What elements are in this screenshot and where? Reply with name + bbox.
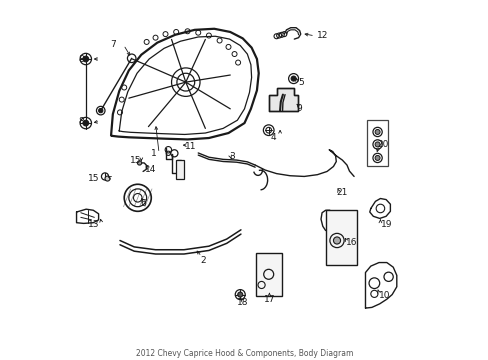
Circle shape [137,161,142,165]
Text: 8: 8 [78,117,83,126]
Text: 20: 20 [377,140,388,149]
Text: 1: 1 [151,149,156,158]
Bar [325,210,356,265]
Text: 17: 17 [263,295,275,304]
Text: 15: 15 [130,156,142,165]
Text: 9: 9 [296,104,302,113]
Text: 7: 7 [110,40,116,49]
Bar [366,120,387,166]
Circle shape [83,120,88,126]
Polygon shape [269,88,297,111]
Text: 10: 10 [379,291,390,300]
Bar [255,253,281,296]
Text: 19: 19 [380,220,392,229]
Text: 15: 15 [87,174,99,183]
Text: 2: 2 [201,256,206,265]
Text: 12: 12 [316,31,328,40]
Circle shape [83,56,88,62]
Text: 11: 11 [185,142,197,151]
Circle shape [99,108,102,113]
Text: 5: 5 [298,78,304,87]
Circle shape [374,142,379,147]
Text: 21: 21 [336,188,347,197]
Text: 4: 4 [269,133,275,142]
Text: 16: 16 [345,238,356,247]
Text: 2012 Chevy Caprice Hood & Components, Body Diagram: 2012 Chevy Caprice Hood & Components, Bo… [136,349,352,358]
Text: 13: 13 [87,220,99,229]
Circle shape [237,292,242,297]
Text: 18: 18 [237,298,248,307]
Circle shape [333,237,340,244]
Bar [176,161,183,179]
Circle shape [105,176,110,181]
Circle shape [374,156,379,161]
Text: 8: 8 [78,54,83,63]
Circle shape [374,130,379,134]
Text: 6: 6 [140,199,145,208]
Text: 14: 14 [144,165,156,174]
Circle shape [290,76,296,81]
Text: 3: 3 [229,152,234,161]
